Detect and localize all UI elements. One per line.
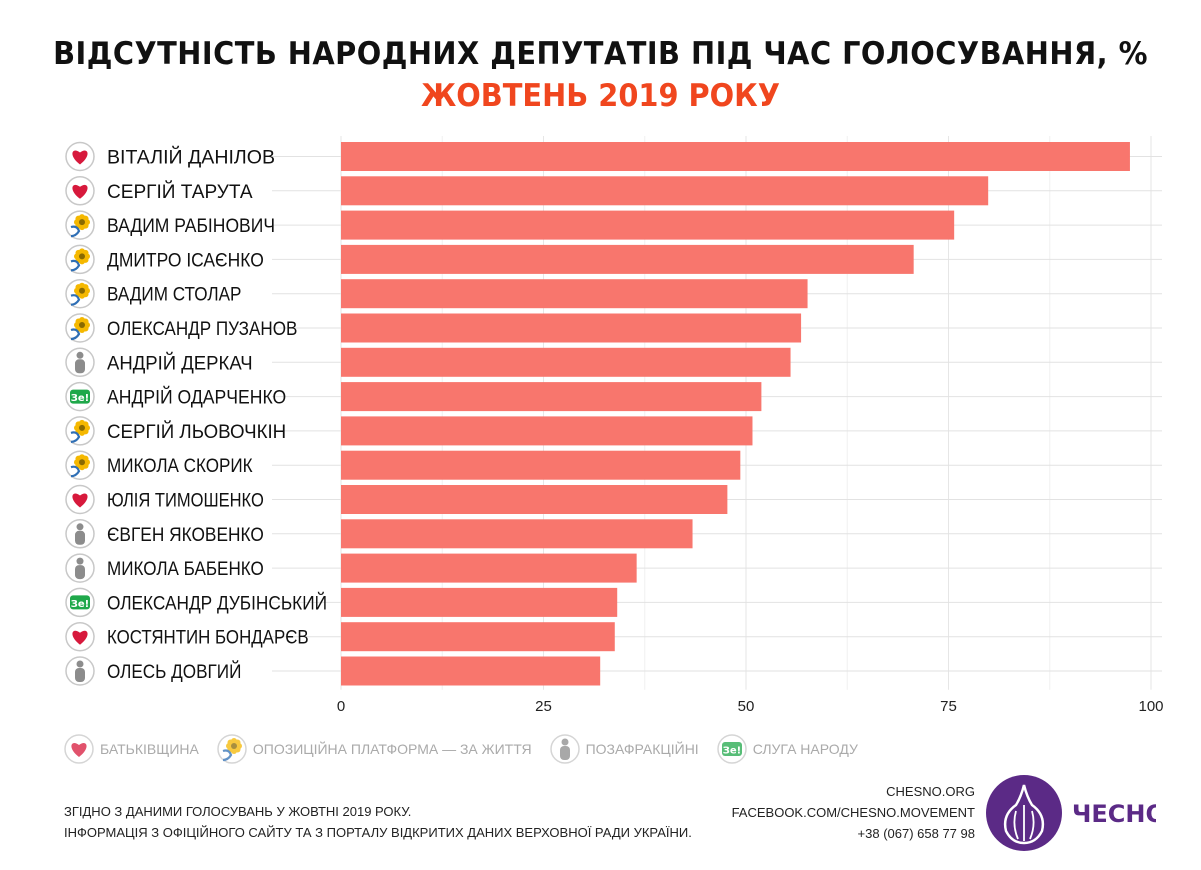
sunflower-icon (217, 734, 247, 764)
source-notes: ЗГІДНО З ДАНИМИ ГОЛОСУВАНЬ У ЖОВТНІ 2019… (64, 801, 692, 843)
legend-label: ОПОЗИЦІЙНА ПЛАТФОРМА — ЗА ЖИТТЯ (252, 741, 532, 757)
category-label: ДМИТРО ІСАЄНКО (107, 250, 264, 271)
legend: БАТЬКІВЩИНА ОПОЗИЦІЙНА ПЛАТФОРМА — ЗА ЖИ… (64, 734, 868, 764)
category-label: АНДРІЙ ОДАРЧЕНКО (107, 387, 286, 409)
bar (341, 656, 601, 686)
party-icon-person (65, 347, 95, 378)
legend-item-independent: ПОЗАФРАКЦІЙНІ (549, 734, 699, 764)
chesno-logo: ЧЕСНО (986, 775, 1156, 851)
category-label: ВІТАЛІЙ ДАНІЛОВ (107, 147, 275, 169)
party-icon-heart (65, 621, 95, 652)
website-link[interactable]: CHESNO.ORG (886, 784, 975, 799)
legend-label: БАТЬКІВЩИНА (100, 741, 199, 757)
category-label: КОСТЯНТИН БОНДАРЄВ (107, 628, 309, 649)
category-label: ЄВГЕН ЯКОВЕНКО (107, 525, 264, 546)
party-icon-opzzh (65, 210, 95, 240)
note-line: ЗГІДНО З ДАНИМИ ГОЛОСУВАНЬ У ЖОВТНІ 2019… (64, 804, 412, 819)
legend-item-batkivshchyna: БАТЬКІВЩИНА (64, 734, 199, 764)
bar (341, 176, 989, 206)
x-tick-label: 0 (337, 698, 345, 715)
heart-icon (64, 734, 94, 764)
party-icon-person (65, 656, 95, 686)
category-label: МИКОЛА БАБЕНКО (107, 559, 264, 580)
logo-text: ЧЕСНО (1072, 800, 1156, 828)
person-icon (549, 734, 580, 764)
bar (341, 347, 791, 377)
party-icon-person (65, 519, 95, 549)
bar (341, 587, 618, 617)
party-icon-person (65, 553, 95, 583)
bar (341, 485, 728, 514)
phone-number: +38 (067) 658 77 98 (857, 826, 975, 841)
party-icon-opzzh (65, 416, 95, 446)
bar (341, 450, 741, 480)
chart-title: ВІДСУТНІСТЬ НАРОДНИХ ДЕПУТАТІВ ПІД ЧАС Г… (53, 36, 1148, 72)
facebook-link[interactable]: FACEBOOK.COM/CHESNO.MOVEMENT (731, 805, 975, 820)
legend-item-opzzh: ОПОЗИЦІЙНА ПЛАТФОРМА — ЗА ЖИТТЯ (217, 734, 532, 764)
bar (341, 142, 1130, 171)
x-tick-label: 25 (535, 698, 552, 715)
category-label: АНДРІЙ ДЕРКАЧ (107, 352, 253, 374)
svg-text:Зе!: Зе! (71, 393, 89, 404)
bar (341, 382, 762, 412)
party-icon-opzzh (65, 450, 95, 480)
bar (341, 553, 637, 583)
party-icon-ze: Зе! (65, 587, 95, 618)
category-label: СЕРГІЙ ЛЬОВОЧКІН (107, 421, 286, 443)
x-tick-label: 75 (940, 698, 957, 715)
category-label: ЮЛІЯ ТИМОШЕНКО (107, 491, 264, 512)
bar (341, 622, 615, 652)
category-label: ОЛЕСЬ ДОВГИЙ (107, 661, 241, 683)
bar (341, 416, 753, 446)
party-icon-heart (65, 176, 95, 206)
svg-text:Зе!: Зе! (71, 599, 89, 610)
category-label: СЕРГІЙ ТАРУТА (107, 181, 253, 203)
bar (341, 244, 914, 274)
bar (341, 279, 808, 309)
category-label: ВАДИМ РАБІНОВИЧ (107, 216, 275, 237)
category-label: ОЛЕКСАНДР ДУБІНСЬКИЙ (107, 592, 327, 614)
category-label: ВАДИМ СТОЛАР (107, 285, 241, 306)
legend-label: СЛУГА НАРОДУ (752, 741, 858, 757)
party-icon-heart (65, 484, 95, 515)
ze-icon: Зе! (716, 734, 747, 764)
x-tick-label: 100 (1138, 698, 1163, 715)
party-icon-opzzh (65, 278, 95, 309)
category-label: МИКОЛА СКОРИК (107, 456, 253, 477)
contacts: CHESNO.ORG FACEBOOK.COM/CHESNO.MOVEMENT … (732, 781, 975, 844)
bar (341, 210, 955, 240)
chart-subtitle: ЖОВТЕНЬ 2019 РОКУ (420, 78, 780, 114)
x-tick-label: 50 (738, 698, 755, 715)
bar (341, 519, 693, 549)
party-icon-opzzh (65, 244, 95, 275)
party-icon-heart (65, 141, 95, 172)
note-line: ІНФОРМАЦІЯ З ОФІЦІЙНОГО САЙТУ ТА З ПОРТА… (64, 825, 692, 840)
party-icon-ze: Зе! (65, 381, 95, 412)
category-label: ОЛЕКСАНДР ПУЗАНОВ (107, 319, 297, 340)
bar-chart: ВІТАЛІЙ ДАНІЛОВ СЕРГІЙ ТАРУТА ВАДИМ РАБІНО… (65, 136, 1164, 715)
legend-label: ПОЗАФРАКЦІЙНІ (585, 741, 699, 757)
legend-item-servant: Зе! СЛУГА НАРОДУ (716, 734, 858, 764)
svg-text:Зе!: Зе! (722, 746, 740, 757)
party-icon-opzzh (65, 313, 95, 343)
bar (341, 313, 802, 343)
